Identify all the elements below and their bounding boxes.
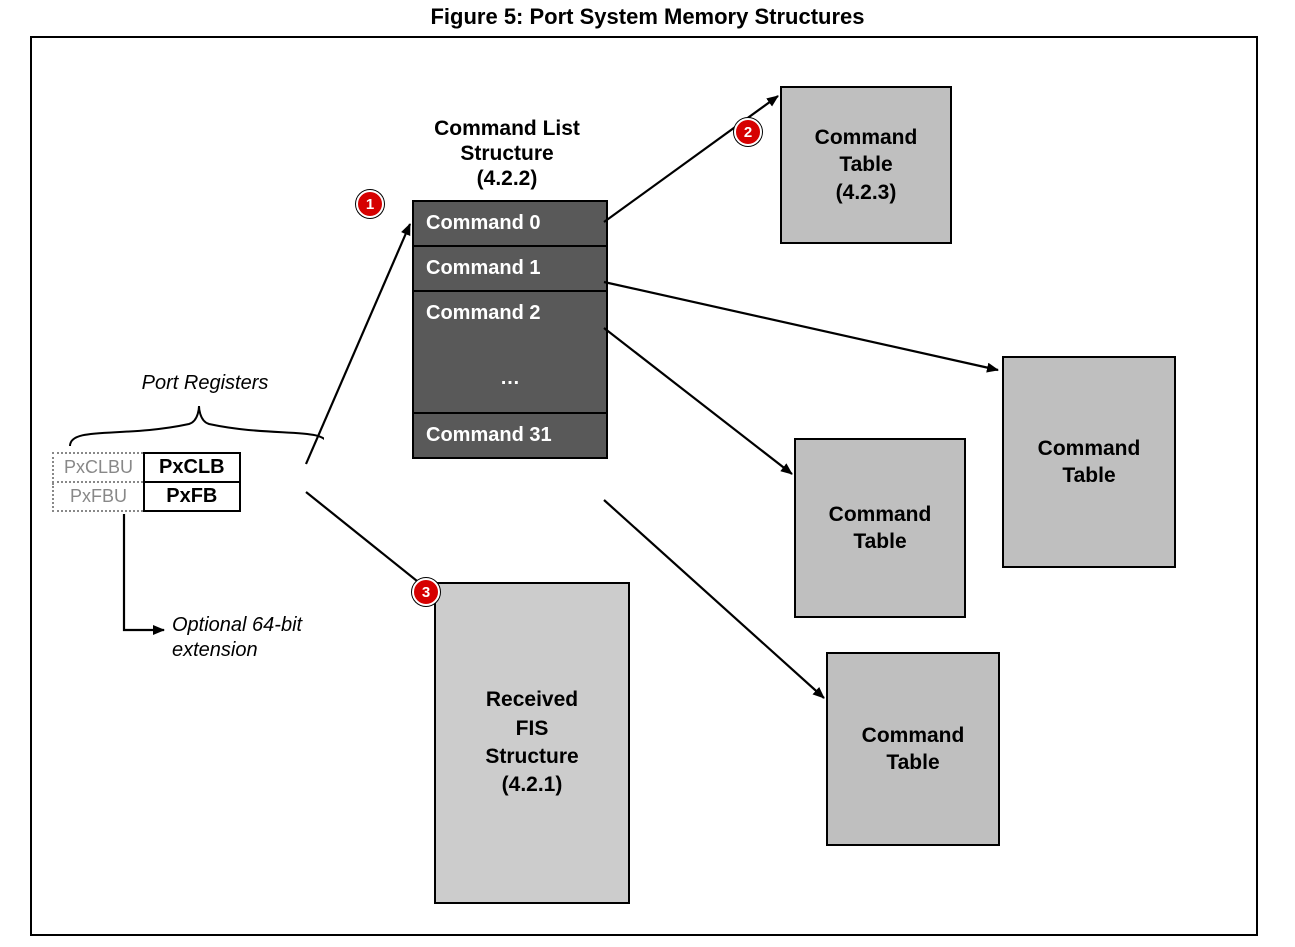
received-fis-label: Received FIS Structure (4.2.1) bbox=[485, 686, 578, 799]
cmdlist-row-last: Command 31 bbox=[414, 412, 606, 457]
port-registers-table: PxCLBU PxCLB PxFBU PxFB bbox=[52, 452, 241, 512]
fis-l2: FIS bbox=[516, 717, 549, 740]
diagram-frame: Port Registers PxCLBU PxCLB PxFBU PxFB O… bbox=[30, 36, 1258, 936]
reg-pxfb: PxFB bbox=[144, 482, 240, 511]
arrow-cmd0-to-ct0 bbox=[604, 96, 778, 222]
cmdlist-title-l3: (4.2.2) bbox=[477, 167, 538, 190]
command-table-label: CommandTable bbox=[862, 722, 965, 777]
callout-badge-2: 2 bbox=[734, 118, 762, 146]
cmdlist-row-1: Command 1 bbox=[414, 247, 606, 292]
arrow-cmd2-to-ct1 bbox=[604, 328, 792, 474]
arrow-cmd1-to-ct2 bbox=[604, 282, 998, 370]
fis-l4: (4.2.1) bbox=[502, 773, 563, 796]
command-list-title: Command List Structure (4.2.2) bbox=[402, 116, 612, 192]
arrow-pxfb-to-fis bbox=[306, 492, 432, 593]
reg-pxclbu: PxCLBU bbox=[53, 453, 144, 482]
command-table-box: CommandTable(4.2.3) bbox=[780, 86, 952, 244]
optional-line2: extension bbox=[172, 639, 258, 661]
command-table-box: CommandTable bbox=[1002, 356, 1176, 568]
cmdlist-row-2: Command 2 bbox=[414, 292, 606, 335]
command-table-label: CommandTable bbox=[1038, 435, 1141, 490]
curly-brace-icon bbox=[64, 396, 324, 452]
arrow-optional-elbow bbox=[124, 514, 164, 630]
figure-title: Figure 5: Port System Memory Structures bbox=[0, 0, 1295, 34]
command-table-box: CommandTable bbox=[826, 652, 1000, 846]
callout-badge-3: 3 bbox=[412, 578, 440, 606]
command-table-box: CommandTable bbox=[794, 438, 966, 618]
command-table-label: CommandTable bbox=[829, 501, 932, 556]
reg-pxclb: PxCLB bbox=[144, 453, 240, 482]
optional-line1: Optional 64-bit bbox=[172, 614, 302, 636]
arrow-cmd31-to-ct3 bbox=[604, 500, 824, 698]
cmdlist-title-l1: Command List bbox=[434, 117, 580, 140]
optional-extension-label: Optional 64-bit extension bbox=[172, 613, 302, 663]
cmdlist-row-0: Command 0 bbox=[414, 202, 606, 247]
fis-l1: Received bbox=[486, 688, 578, 711]
fis-l3: Structure bbox=[485, 745, 578, 768]
command-table-label: CommandTable(4.2.3) bbox=[815, 124, 918, 206]
port-registers-label: Port Registers bbox=[110, 372, 300, 395]
callout-badge-1: 1 bbox=[356, 190, 384, 218]
reg-pxfbu: PxFBU bbox=[53, 482, 144, 511]
cmdlist-title-l2: Structure bbox=[460, 142, 553, 165]
cmdlist-ellipsis: … bbox=[414, 335, 606, 412]
received-fis-box: Received FIS Structure (4.2.1) bbox=[434, 582, 630, 904]
command-list-box: Command 0 Command 1 Command 2 … Command … bbox=[412, 200, 608, 459]
